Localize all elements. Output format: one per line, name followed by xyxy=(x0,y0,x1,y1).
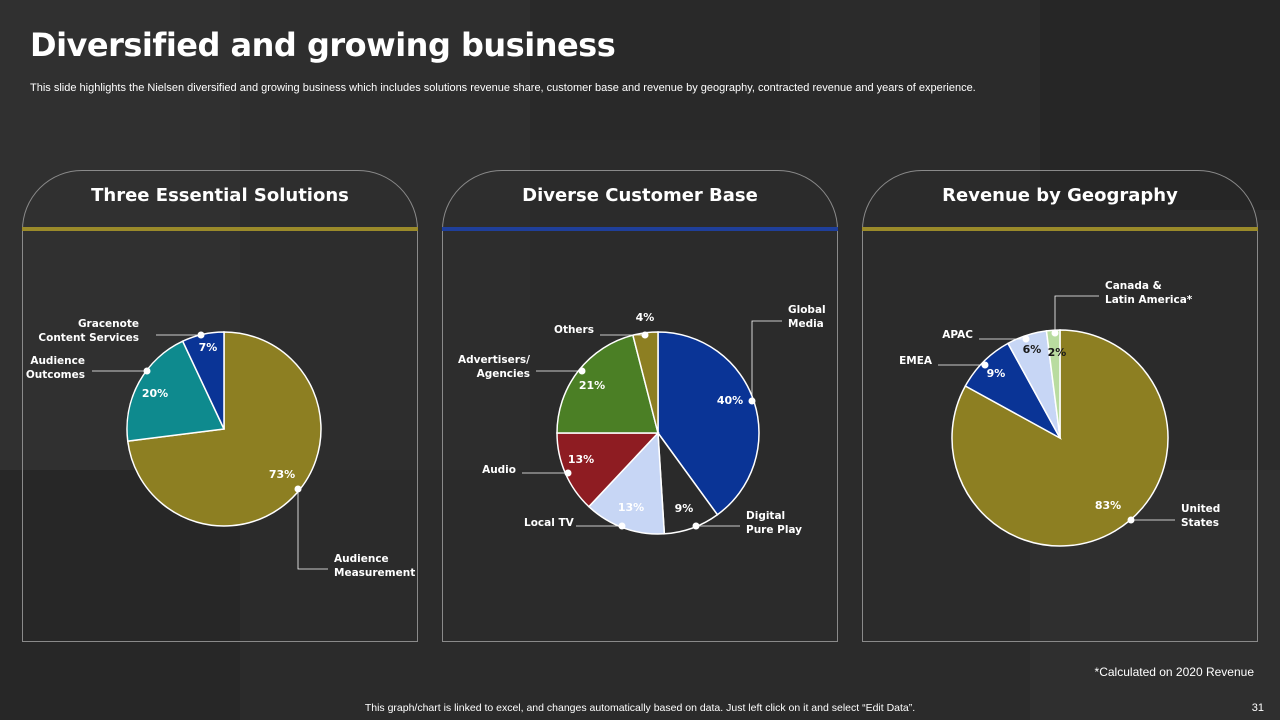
slice-label-audio: Audio xyxy=(482,464,516,476)
slice-value-others: 4% xyxy=(636,311,655,324)
slice-value-canada-latin-america: 2% xyxy=(1048,346,1067,359)
panel-accent-bar xyxy=(442,227,838,231)
slice-value-digital-pure-play: 9% xyxy=(675,502,694,515)
leader-dot xyxy=(294,485,302,493)
leader-dot xyxy=(692,522,700,530)
slice-label-others: Others xyxy=(554,324,594,336)
leader-dot xyxy=(748,397,756,405)
background-tile xyxy=(530,0,790,140)
leader-dot xyxy=(197,331,205,339)
leader-dot xyxy=(1051,329,1059,337)
slice-value-audience-outcomes: 20% xyxy=(142,387,168,400)
leader-dot xyxy=(143,367,151,375)
bottom-note: This graph/chart is linked to excel, and… xyxy=(364,702,916,714)
slice-label-emea: EMEA xyxy=(899,355,933,367)
leader-line xyxy=(1054,295,1099,333)
panel-title: Revenue by Geography xyxy=(942,185,1178,206)
background-tile xyxy=(240,0,530,200)
slice-value-united-states: 83% xyxy=(1095,499,1121,512)
slice-value-gracenote-content-services: 7% xyxy=(199,341,218,354)
leader-dot xyxy=(641,331,649,339)
slice-label-gracenote-content-services: Gracenote Content Services xyxy=(38,318,139,344)
panel-solutions: Three Essential Solutions xyxy=(22,170,418,642)
leader-line xyxy=(751,320,782,401)
slice-label-audience-outcomes: Audience Outcomes xyxy=(26,355,85,381)
slice-label-digital-pure-play: Digital Pure Play xyxy=(746,510,802,536)
panel-customers: Diverse Customer Base xyxy=(442,170,838,642)
leader-dot xyxy=(981,361,989,369)
slice-value-emea: 9% xyxy=(987,367,1006,380)
panel-title: Three Essential Solutions xyxy=(91,185,349,206)
leader-dot xyxy=(578,367,586,375)
leader-dot xyxy=(564,469,572,477)
leader-dot xyxy=(1022,335,1030,343)
page-title: Diversified and growing business xyxy=(30,26,616,64)
panel-accent-bar xyxy=(22,227,418,231)
slice-value-advertisers-agencies: 21% xyxy=(579,379,605,392)
slice-value-global-media: 40% xyxy=(717,394,743,407)
slice-value-audio: 13% xyxy=(568,453,594,466)
slice-label-advertisers-agencies: Advertisers/Agencies xyxy=(458,354,530,380)
slice-value-local-tv: 13% xyxy=(618,501,644,514)
slice-label-audience-measurement: Audience Measurement xyxy=(334,553,415,579)
page-number: 31 xyxy=(1251,702,1264,714)
slice-label-apac: APAC xyxy=(942,329,973,341)
leader-dot xyxy=(1127,516,1135,524)
panel-title: Diverse Customer Base xyxy=(522,185,758,206)
slice-label-local-tv: Local TV xyxy=(524,517,575,529)
leader-dot xyxy=(618,522,626,530)
slice-label-global-media: Global Media xyxy=(788,304,826,330)
page-subtitle: This slide highlights the Nielsen divers… xyxy=(30,82,976,94)
panel-accent-bar xyxy=(862,227,1258,231)
leader-line xyxy=(297,489,328,570)
slice-label-canada-latin-america: Canada & Latin America* xyxy=(1105,280,1193,306)
slice-value-apac: 6% xyxy=(1023,343,1042,356)
slice-label-united-states: United States xyxy=(1181,503,1220,529)
panel-geography: Revenue by Geography xyxy=(862,170,1258,642)
background-tile xyxy=(1040,0,1280,210)
footnote: *Calculated on 2020 Revenue xyxy=(1094,665,1254,679)
pie-slice-audience-outcomes xyxy=(126,340,226,442)
slice-value-audience-measurement: 73% xyxy=(269,468,295,481)
